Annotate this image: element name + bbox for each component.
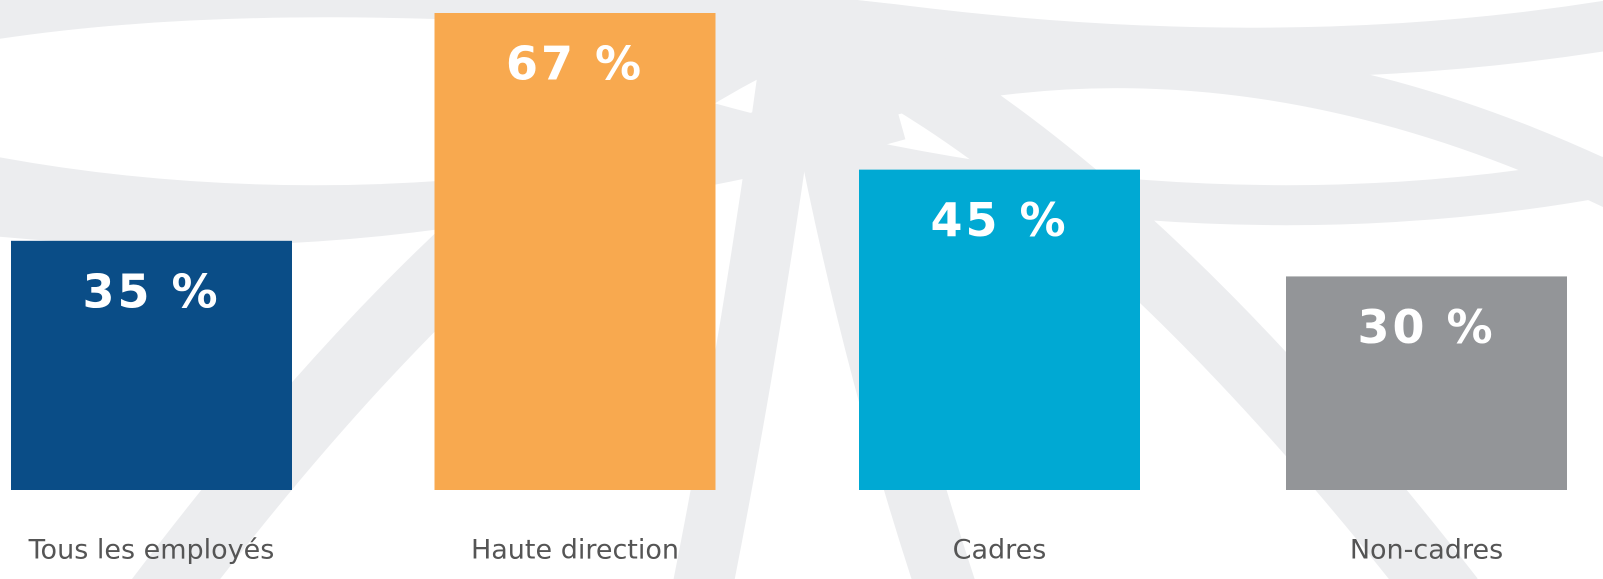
- value-label: 30 %: [1357, 300, 1495, 354]
- x-tick-label: Tous les employés: [28, 535, 275, 566]
- x-tick-label: Haute direction: [471, 535, 679, 566]
- x-tick-label: Cadres: [953, 535, 1047, 566]
- value-label: 67 %: [506, 37, 644, 91]
- chart: 35 % Tous les employés 67 % Haute direction…: [0, 0, 1603, 579]
- value-label: 35 %: [82, 264, 220, 318]
- value-label: 45 %: [930, 193, 1068, 247]
- x-tick-label: Non-cadres: [1350, 535, 1503, 566]
